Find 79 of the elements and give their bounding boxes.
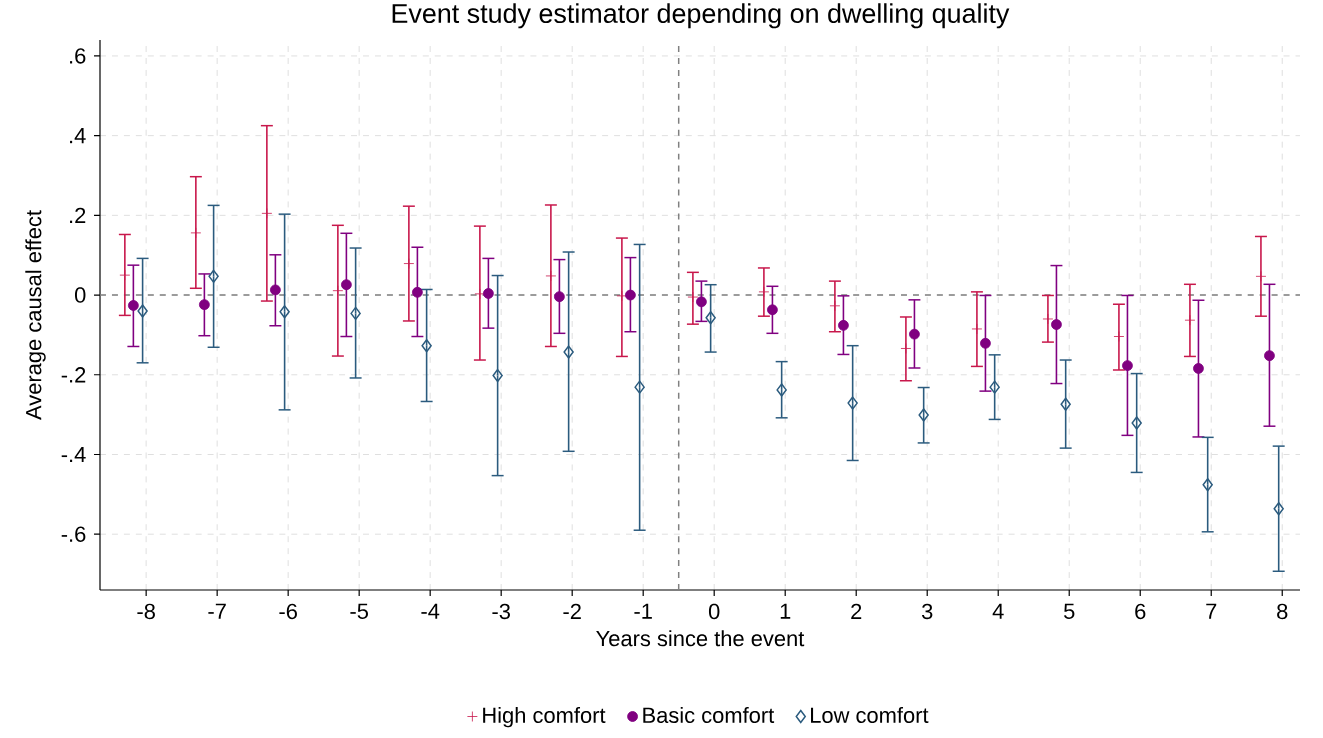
point (1122, 360, 1133, 371)
chart-title: Event study estimator depending on dwelling quality (392, 3, 1010, 29)
x-tick-label: -7 (208, 603, 226, 619)
point (900, 343, 912, 354)
point (1255, 270, 1267, 282)
point (279, 305, 290, 319)
point (909, 328, 920, 340)
point (705, 311, 716, 325)
point (687, 291, 699, 303)
x-tick-label: 5 (1064, 603, 1075, 619)
point (341, 279, 352, 291)
point (971, 323, 983, 335)
point (412, 286, 423, 298)
point (261, 207, 273, 219)
point (119, 269, 131, 281)
point (918, 408, 929, 422)
legend-label: Low comfort (811, 706, 929, 724)
y-tick-label: -.6 (61, 526, 86, 542)
point (758, 286, 770, 298)
y-tick-label: .4 (70, 128, 86, 144)
x-tick-label: 1 (780, 603, 791, 619)
x-tick-label: -4 (421, 603, 440, 619)
point (1184, 314, 1196, 326)
y-tick-label: 0 (74, 287, 86, 303)
point (421, 338, 432, 353)
x-axis-title: Years since the event (596, 630, 805, 647)
point (767, 304, 778, 316)
point (1051, 319, 1062, 330)
x-tick-label: 7 (1206, 603, 1217, 619)
y-axis-title: Average causal effect (25, 210, 46, 420)
point (270, 284, 281, 296)
point (980, 337, 991, 349)
x-tick-label: 8 (1277, 603, 1288, 620)
point (137, 304, 148, 318)
point (1131, 416, 1142, 430)
point (403, 258, 415, 269)
point (1042, 313, 1054, 325)
point (350, 306, 361, 321)
y-tick-label: .6 (70, 48, 86, 64)
point (1113, 331, 1125, 342)
point (776, 383, 787, 397)
x-tick-label: -6 (279, 603, 297, 620)
point (847, 396, 858, 410)
x-tick-label: -8 (137, 603, 155, 620)
point (483, 288, 494, 299)
point (838, 319, 849, 331)
point (563, 345, 574, 359)
point (696, 296, 707, 308)
point (1060, 397, 1071, 411)
x-tick-label: 0 (708, 603, 720, 620)
x-tick-label: -3 (492, 603, 510, 620)
x-tick-label: 2 (851, 603, 862, 619)
point (545, 270, 557, 282)
y-tick-label: .2 (70, 207, 86, 223)
x-tick-label: 6 (1135, 603, 1146, 620)
x-tick-label: -5 (350, 603, 368, 619)
point (199, 299, 210, 311)
point (1264, 350, 1275, 362)
y-tick-label: -.4 (61, 446, 86, 463)
point (492, 368, 503, 383)
point (625, 289, 636, 301)
y-tick-label: -.2 (61, 367, 86, 383)
point (1273, 501, 1284, 516)
point (989, 380, 1000, 394)
x-tick-label: 4 (992, 603, 1004, 619)
legend-label: Basic comfort (643, 706, 775, 724)
point (634, 380, 645, 394)
x-tick-label: -1 (634, 603, 652, 619)
point (332, 285, 344, 297)
point (208, 269, 219, 284)
x-tick-label: 3 (921, 603, 933, 620)
point (829, 300, 841, 312)
legend-label: High comfort (483, 706, 606, 728)
x-tick-label: -2 (563, 603, 581, 619)
point (554, 291, 565, 303)
point (1202, 478, 1213, 492)
point (190, 227, 202, 239)
point (127, 300, 139, 311)
point (1193, 363, 1204, 374)
